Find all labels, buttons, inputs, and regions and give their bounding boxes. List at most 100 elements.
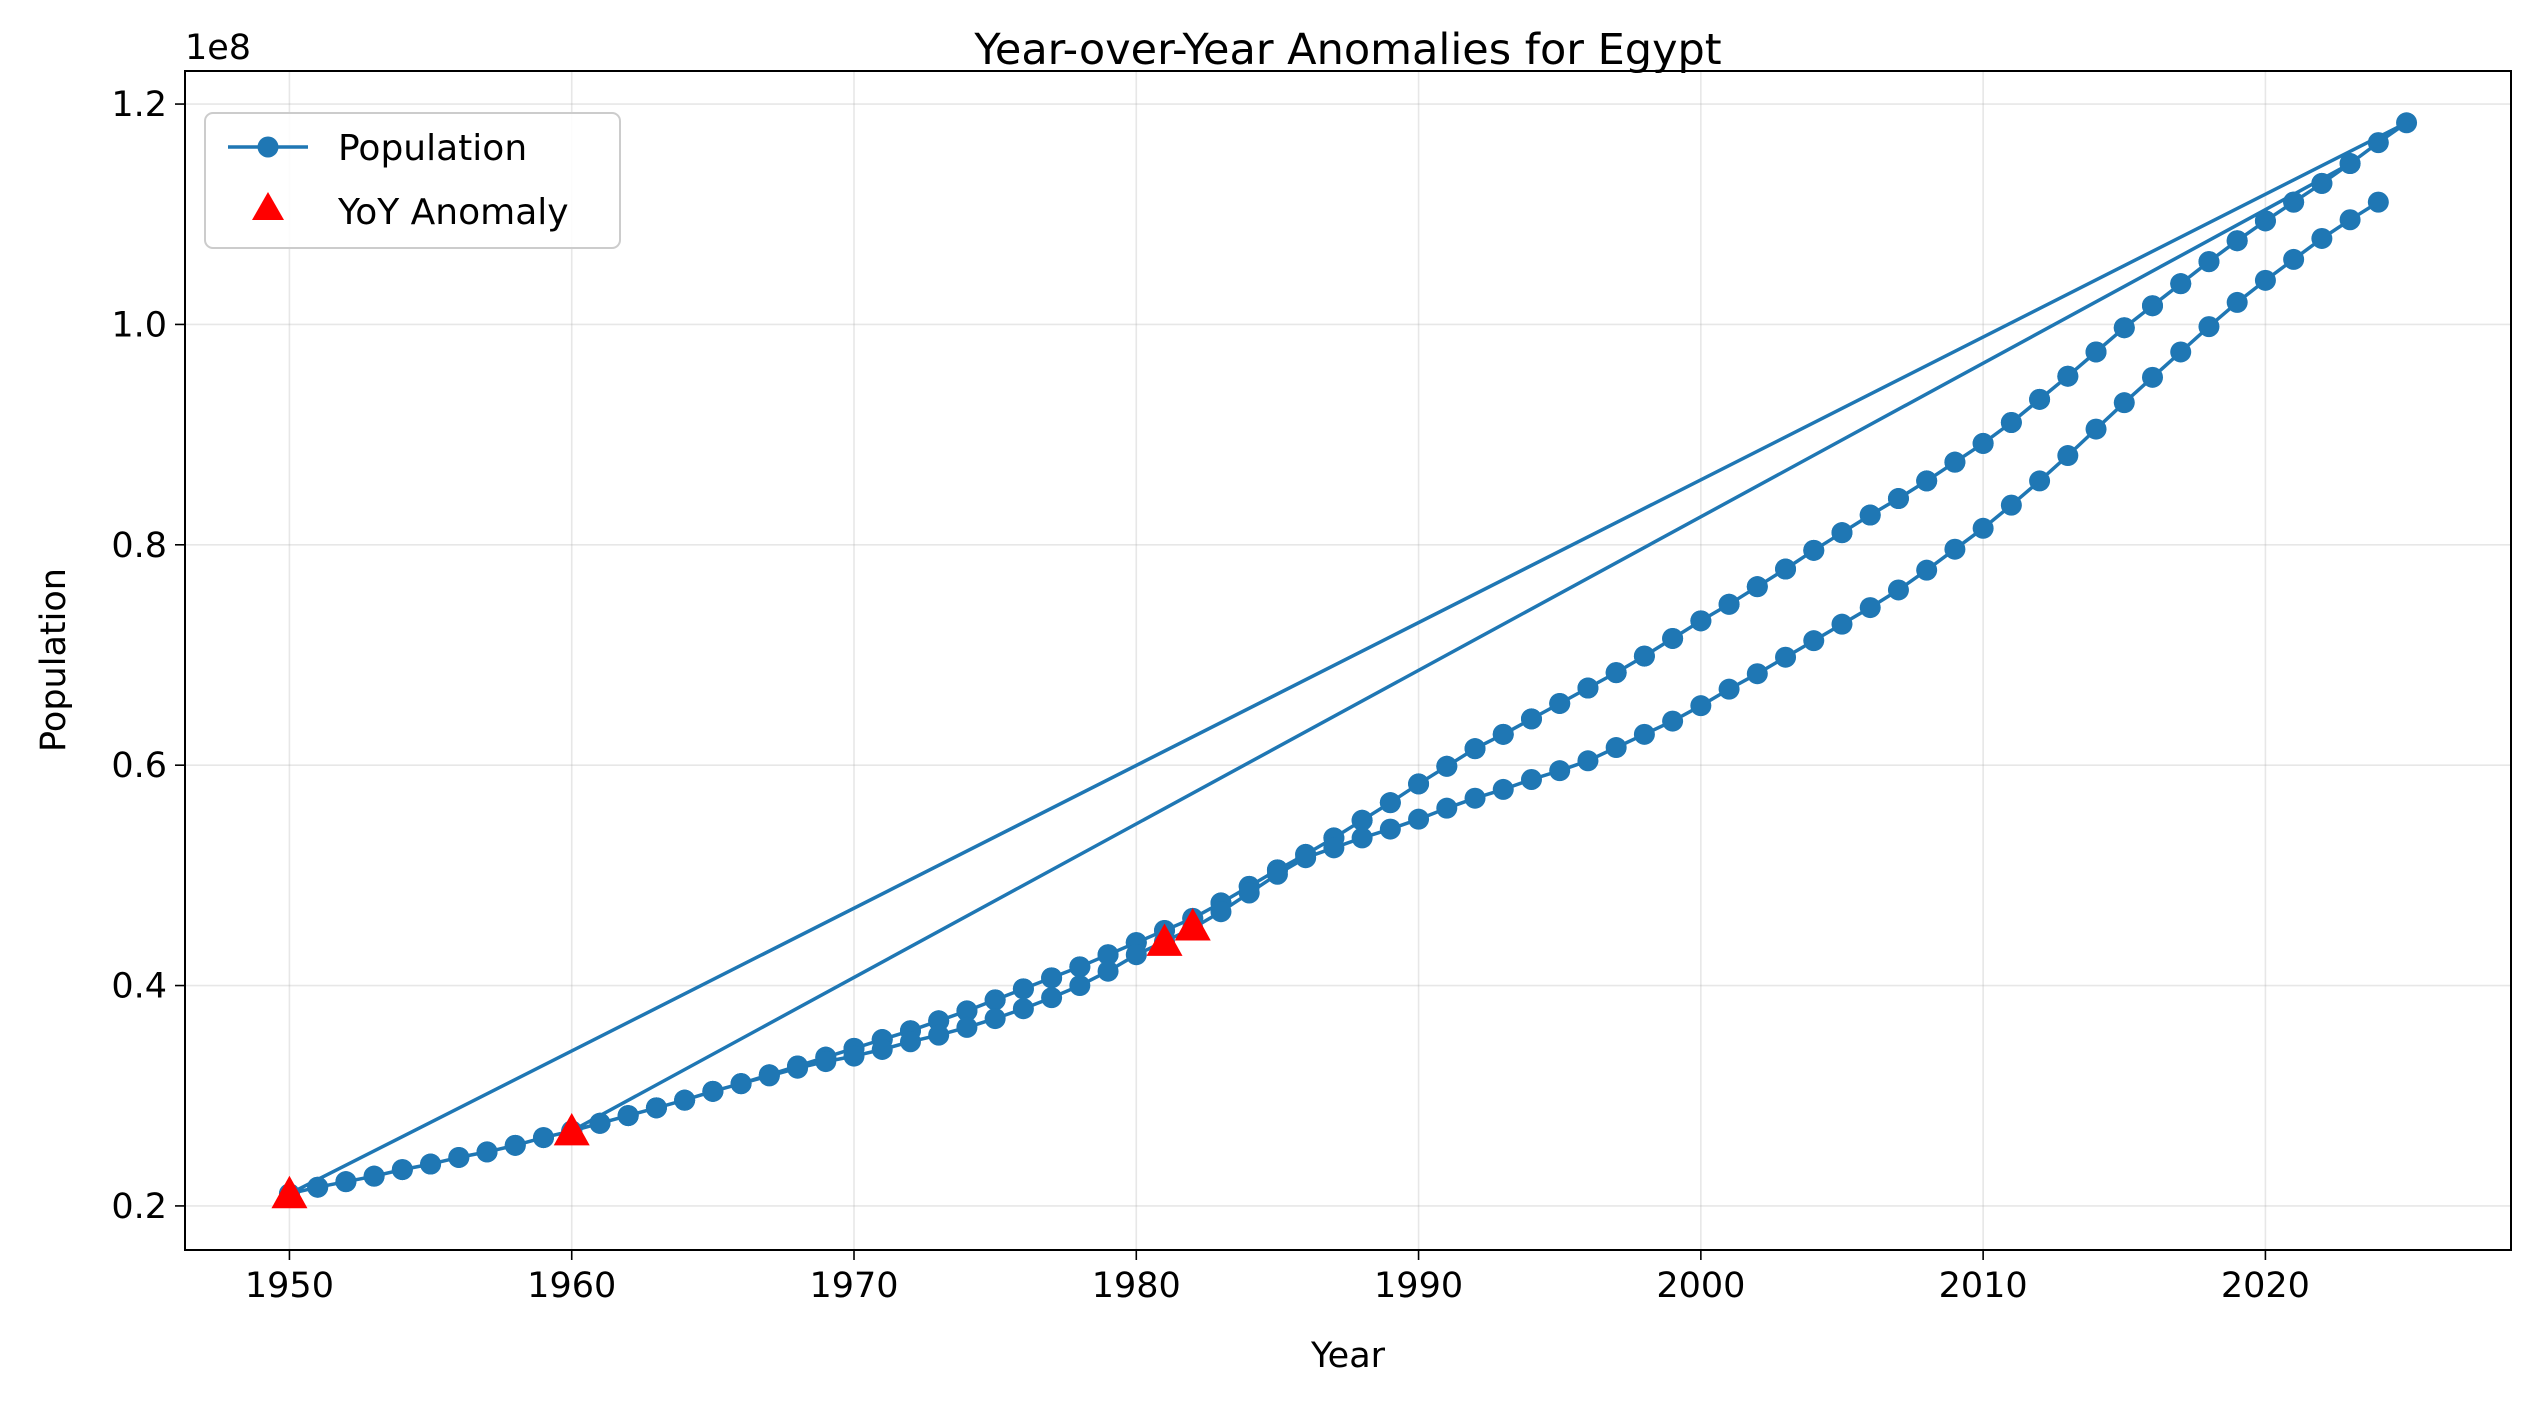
population-point [420, 1153, 442, 1175]
population-point [2085, 341, 2107, 363]
population-point [1125, 944, 1147, 966]
population-point [2057, 445, 2079, 467]
population-point [1577, 750, 1599, 772]
population-point [1238, 882, 1260, 904]
population-point [1408, 808, 1430, 830]
population-point [2113, 392, 2135, 414]
population-point [2283, 248, 2305, 270]
y-tick-label: 1.2 [111, 85, 167, 125]
y-axis-label: Population [34, 568, 74, 752]
y-tick-label: 0.8 [111, 526, 167, 566]
legend: Population YoY Anomaly [204, 112, 621, 249]
y-tick-label: 1.0 [111, 305, 167, 345]
population-point [2339, 153, 2361, 175]
population-point [1295, 847, 1317, 869]
population-point [2029, 470, 2051, 492]
legend-frame [204, 112, 621, 249]
y-tick-label: 0.6 [111, 746, 167, 786]
anomaly-marker [1146, 923, 1183, 956]
population-point [504, 1134, 526, 1156]
population-point [2057, 365, 2079, 387]
population-point [1464, 787, 1486, 809]
population-point [2367, 191, 2389, 213]
plot-frame [184, 70, 2512, 1251]
population-point [2254, 269, 2276, 291]
population-point [1633, 723, 1655, 745]
anomaly-marker [553, 1112, 590, 1146]
population-point [1492, 778, 1514, 800]
anomaly-marker [271, 1175, 308, 1209]
population-point [1041, 967, 1063, 989]
population-point [1492, 723, 1514, 745]
population-point [843, 1045, 865, 1067]
population-point [1520, 769, 1542, 791]
population-point [1379, 818, 1401, 840]
population-point [2113, 317, 2135, 339]
population-point [1831, 613, 1853, 635]
x-tick-label: 1990 [1374, 1266, 1463, 1306]
y-axis-offset-label: 1e8 [185, 28, 251, 68]
x-tick-label: 2000 [1656, 1266, 1745, 1306]
population-point [2396, 112, 2418, 134]
population-point [1041, 987, 1063, 1009]
population-point [1775, 558, 1797, 580]
population-point [815, 1051, 837, 1073]
population-point [1859, 504, 1881, 526]
population-point [2198, 316, 2220, 338]
y-tick-label: 0.4 [111, 967, 167, 1007]
population-point [2226, 291, 2248, 313]
population-point [1803, 630, 1825, 652]
population-point [2283, 191, 2305, 213]
population-point [2339, 209, 2361, 231]
population-point [1097, 960, 1119, 982]
population-point [645, 1097, 667, 1119]
population-point [984, 989, 1006, 1011]
population-point [1831, 522, 1853, 544]
x-tick-label: 2010 [1939, 1266, 2028, 1306]
population-point [1012, 978, 1034, 1000]
population-point [307, 1176, 329, 1198]
population-point [1549, 760, 1571, 782]
population-point [1605, 737, 1627, 759]
population-point [1210, 901, 1232, 923]
population-point [2029, 388, 2051, 410]
population-point [1549, 692, 1571, 714]
population-point [2000, 411, 2022, 433]
population-point [1408, 773, 1430, 795]
population-point [617, 1105, 639, 1127]
population-point [1718, 678, 1740, 700]
population-point [1662, 627, 1684, 649]
population-point [899, 1031, 921, 1053]
population-point [674, 1089, 696, 1111]
population-point [2085, 418, 2107, 440]
population-point [1916, 559, 1938, 581]
legend-marker-triangle [252, 192, 284, 220]
population-point [984, 1008, 1006, 1030]
x-tick-label: 1970 [809, 1266, 898, 1306]
legend-label-anomaly: YoY Anomaly [337, 192, 569, 233]
population-point [589, 1112, 611, 1134]
population-point [956, 1000, 978, 1022]
population-point [1690, 695, 1712, 717]
population-point [1775, 646, 1797, 668]
population-point [476, 1141, 498, 1163]
population-point [1266, 863, 1288, 885]
legend-label-population: Population [338, 128, 527, 169]
x-tick-label: 1950 [245, 1266, 334, 1306]
population-point [2142, 295, 2164, 317]
population-point [1972, 517, 1994, 539]
population-point [335, 1171, 357, 1193]
x-axis-label: Year [1310, 1336, 1386, 1376]
population-point [1577, 677, 1599, 699]
x-tick-label: 1980 [1092, 1266, 1181, 1306]
population-point [702, 1080, 724, 1102]
chart-title: Year-over-Year Anomalies for Egypt [973, 25, 1721, 75]
population-point [2142, 366, 2164, 388]
population-point [1323, 837, 1345, 859]
population-point [363, 1165, 385, 1187]
population-point [2311, 227, 2333, 249]
population-point [1746, 663, 1768, 685]
population-point [1069, 975, 1091, 997]
population-point [448, 1146, 470, 1168]
